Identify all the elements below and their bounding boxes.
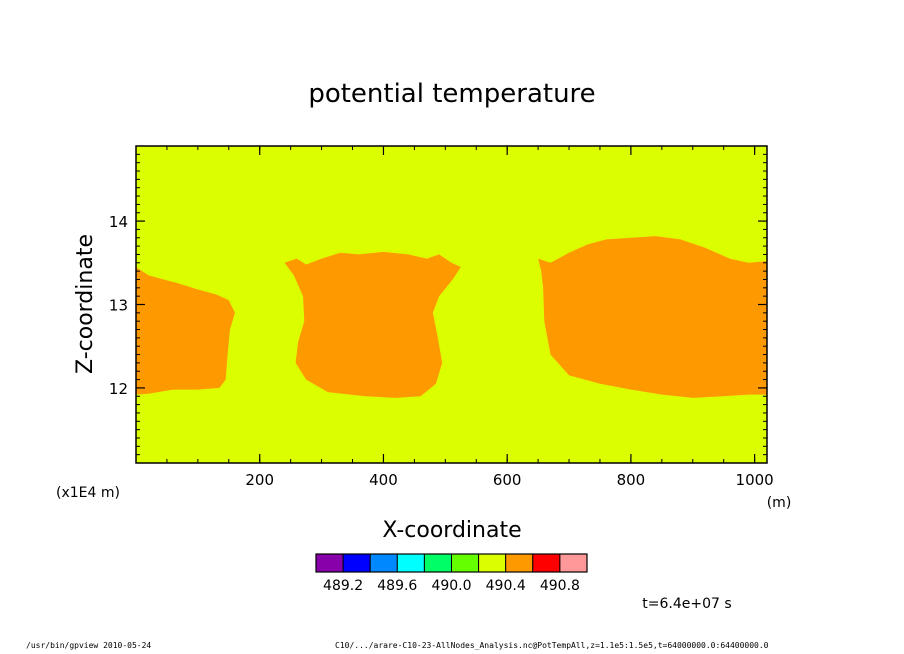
x-tick-label: 600 xyxy=(493,471,522,489)
colorbar-swatch xyxy=(532,553,561,573)
colorbar: 489.2 489.6 490.0 490.4 490.8 xyxy=(315,553,588,594)
footer-right: C10/.../arare-C10-23-AllNodes_Analysis.n… xyxy=(335,641,769,650)
x-axis-label: X-coordinate xyxy=(382,518,521,543)
colorbar-frame xyxy=(315,553,588,573)
time-label: t=6.4e+07 s xyxy=(642,596,731,612)
x-tick-label: 200 xyxy=(245,471,274,489)
y-tick-label: 12 xyxy=(109,380,128,398)
y-tick-label: 13 xyxy=(109,297,128,315)
y-axis-label: Z-coordinate xyxy=(73,234,98,374)
colorbar-label: 489.6 xyxy=(377,578,417,594)
chart-title: potential temperature xyxy=(308,79,595,109)
colorbar-swatch xyxy=(559,553,588,573)
footer-left: /usr/bin/gpview 2010-05-24 xyxy=(26,641,152,650)
x-tick-label: 800 xyxy=(617,471,646,489)
x-tick-label: 1000 xyxy=(736,471,774,489)
colorbar-swatch xyxy=(342,553,371,573)
region-right xyxy=(538,236,767,398)
region-left xyxy=(136,267,235,395)
x-unit-label: (m) xyxy=(767,495,792,511)
colorbar-swatch xyxy=(369,553,398,573)
axes: 200 400 600 800 1000 12 13 14 xyxy=(109,145,774,489)
colorbar-label: 490.8 xyxy=(540,578,580,594)
colorbar-label: 489.2 xyxy=(323,578,363,594)
colorbar-label: 490.0 xyxy=(431,578,471,594)
colorbar-label: 490.4 xyxy=(486,578,526,594)
colorbar-swatch xyxy=(505,553,534,573)
plot-area xyxy=(136,146,767,463)
colorbar-swatch xyxy=(396,553,425,573)
colorbar-swatch xyxy=(315,553,344,573)
colorbar-swatch xyxy=(423,553,452,573)
y-scale-label: (x1E4 m) xyxy=(56,485,120,501)
colorbar-swatch xyxy=(451,553,480,573)
y-tick-label: 14 xyxy=(109,213,128,231)
x-tick-label: 400 xyxy=(369,471,398,489)
colorbar-swatch xyxy=(478,553,507,573)
region-middle xyxy=(284,251,461,398)
